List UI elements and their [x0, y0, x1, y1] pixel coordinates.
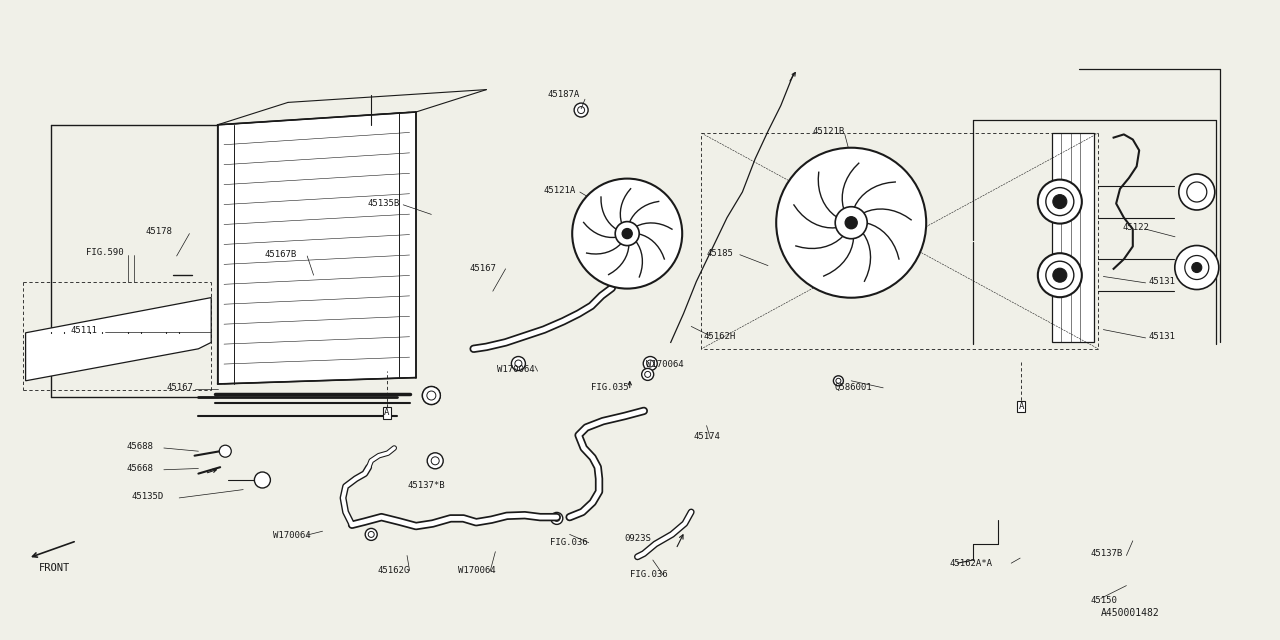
Text: FIG.590: FIG.590	[86, 248, 123, 257]
Text: 0923S: 0923S	[625, 534, 652, 543]
Circle shape	[833, 376, 844, 386]
Text: 45174: 45174	[694, 432, 721, 441]
Text: 45121A: 45121A	[544, 186, 576, 195]
Circle shape	[845, 217, 858, 228]
Circle shape	[1038, 253, 1082, 297]
Text: 45178: 45178	[146, 227, 173, 236]
Circle shape	[836, 207, 868, 239]
Circle shape	[616, 221, 639, 246]
Text: W170064: W170064	[497, 365, 534, 374]
Circle shape	[622, 228, 632, 239]
Text: FRONT: FRONT	[38, 563, 69, 573]
Circle shape	[1046, 188, 1074, 216]
Text: 45167: 45167	[470, 264, 497, 273]
Polygon shape	[26, 298, 211, 381]
Text: FIG.036: FIG.036	[630, 570, 667, 579]
Circle shape	[644, 356, 657, 371]
Text: 45131: 45131	[1148, 277, 1175, 286]
Circle shape	[255, 472, 270, 488]
Text: A: A	[384, 408, 389, 417]
Circle shape	[1187, 182, 1207, 202]
Text: 45135D: 45135D	[132, 492, 164, 501]
Circle shape	[1179, 174, 1215, 210]
Circle shape	[1038, 180, 1082, 223]
Circle shape	[1046, 261, 1074, 289]
Text: 45121B: 45121B	[813, 127, 845, 136]
Circle shape	[1192, 262, 1202, 273]
Circle shape	[1185, 255, 1208, 280]
Text: FIG.036: FIG.036	[550, 538, 588, 547]
Circle shape	[575, 103, 588, 117]
Text: 45187A: 45187A	[548, 90, 580, 99]
Polygon shape	[218, 112, 416, 384]
Circle shape	[422, 387, 440, 404]
Text: 45150: 45150	[1091, 596, 1117, 605]
Text: 45668: 45668	[127, 464, 154, 473]
Text: 45167: 45167	[166, 383, 193, 392]
Circle shape	[776, 148, 927, 298]
Text: 45135B: 45135B	[367, 199, 399, 208]
Circle shape	[1175, 246, 1219, 289]
Text: 45137*B: 45137*B	[407, 481, 444, 490]
Circle shape	[428, 453, 443, 468]
Text: 45167B: 45167B	[265, 250, 297, 259]
Text: W170064: W170064	[646, 360, 684, 369]
Circle shape	[550, 513, 563, 524]
Circle shape	[219, 445, 232, 457]
Text: W170064: W170064	[458, 566, 495, 575]
Text: 45137B: 45137B	[1091, 549, 1123, 558]
Circle shape	[641, 369, 654, 380]
Polygon shape	[1052, 133, 1094, 342]
Text: 45162H: 45162H	[704, 332, 736, 340]
Text: A450001482: A450001482	[1101, 608, 1160, 618]
Text: Q586001: Q586001	[835, 383, 872, 392]
Text: 45688: 45688	[127, 442, 154, 451]
Text: 45162G: 45162G	[378, 566, 410, 575]
Text: FIG.035: FIG.035	[591, 383, 628, 392]
Circle shape	[365, 529, 378, 540]
Text: 45185: 45185	[707, 249, 733, 258]
Text: W170064: W170064	[273, 531, 310, 540]
Circle shape	[572, 179, 682, 289]
Text: 45122: 45122	[1123, 223, 1149, 232]
Circle shape	[512, 356, 525, 371]
Circle shape	[1053, 195, 1066, 209]
Text: 45131: 45131	[1148, 332, 1175, 341]
Circle shape	[422, 387, 440, 404]
Text: 45162A*A: 45162A*A	[950, 559, 993, 568]
Text: A: A	[1019, 402, 1024, 411]
Circle shape	[1053, 268, 1066, 282]
Text: 45111: 45111	[70, 326, 97, 335]
